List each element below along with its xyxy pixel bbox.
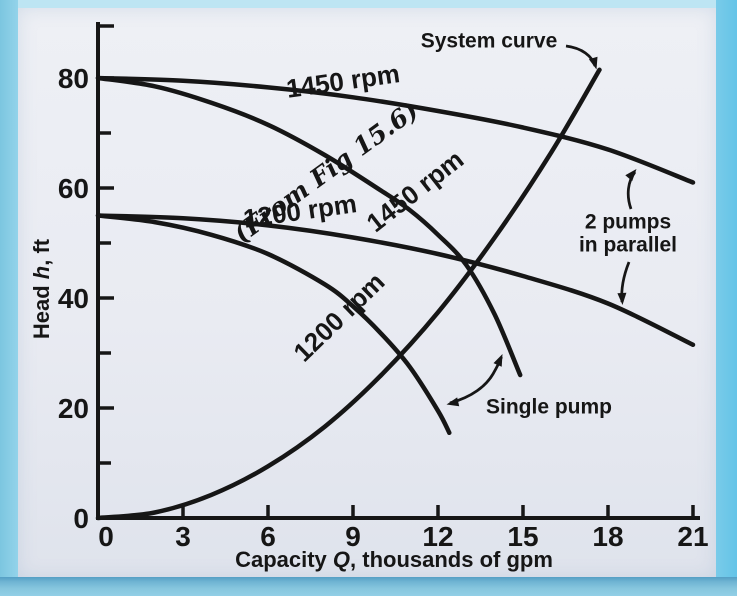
single-pump-label: Single pump [486,395,612,419]
system-curve-arrow [565,44,597,67]
x-axis-title-variable: Q [332,547,351,573]
two-pumps-in-parallel-label: 2 pumps in parallel [579,211,677,256]
axes-group [96,22,700,520]
two-pumps-upper-arrow-head [625,169,637,182]
y-axis-title-prefix: Head [29,279,55,340]
pump-1200-parallel-curve [95,213,696,348]
y-tick-label: 40 [58,283,89,314]
x-tick-label: 12 [422,521,453,552]
x-axis-title-suffix: , thousands of gpm [350,547,553,573]
x-tick-label: 18 [592,521,623,552]
chart-paper [18,8,716,578]
single-pump-bracket-head [446,397,460,407]
x-tick-label: 9 [345,521,361,552]
annotation-arrows-group [446,44,637,407]
x-tick-label: 15 [507,521,538,552]
pump-1450-single-curve [95,75,523,378]
x-tick-label: 3 [175,521,191,552]
y-tick-label: 20 [58,393,89,424]
photo-border-top [0,0,737,8]
y-tick-label: 60 [58,173,89,204]
pump-1450-parallel-curve [95,75,696,185]
system-curve-curve [95,67,602,521]
x-axis-title-prefix: Capacity [235,547,333,573]
system-curve-label: System curve [420,29,558,53]
x-tick-label: 6 [260,521,276,552]
y-tick-label: 0 [73,503,89,534]
two-pumps-lower-arrow-head [617,292,627,305]
curves-group [95,67,696,521]
pump-1200-single-curve [95,213,452,436]
two-pumps-line1: 2 pumps [584,210,672,234]
photo-border-left [0,0,18,596]
y-axis-title-suffix: , ft [29,238,55,266]
two-pumps-line2: in parallel [578,233,678,256]
photo-border-right [716,0,737,596]
system-curve-arrow-head [588,56,598,70]
photo-border-bottom [0,577,737,596]
x-axis-title: Capacity Q, thousands of gpm [235,548,553,572]
y-axis-title-variable: h [29,265,55,280]
single-pump-bracket-head [493,354,503,367]
y-axis-title: Head h, ft [29,238,55,340]
x-tick-label: 0 [98,521,114,552]
tick-labels-group: 0 20 40 60 80 0 3 6 9 12 15 18 21 [58,63,709,552]
x-tick-label: 21 [677,521,708,552]
y-tick-label: 80 [58,63,89,94]
